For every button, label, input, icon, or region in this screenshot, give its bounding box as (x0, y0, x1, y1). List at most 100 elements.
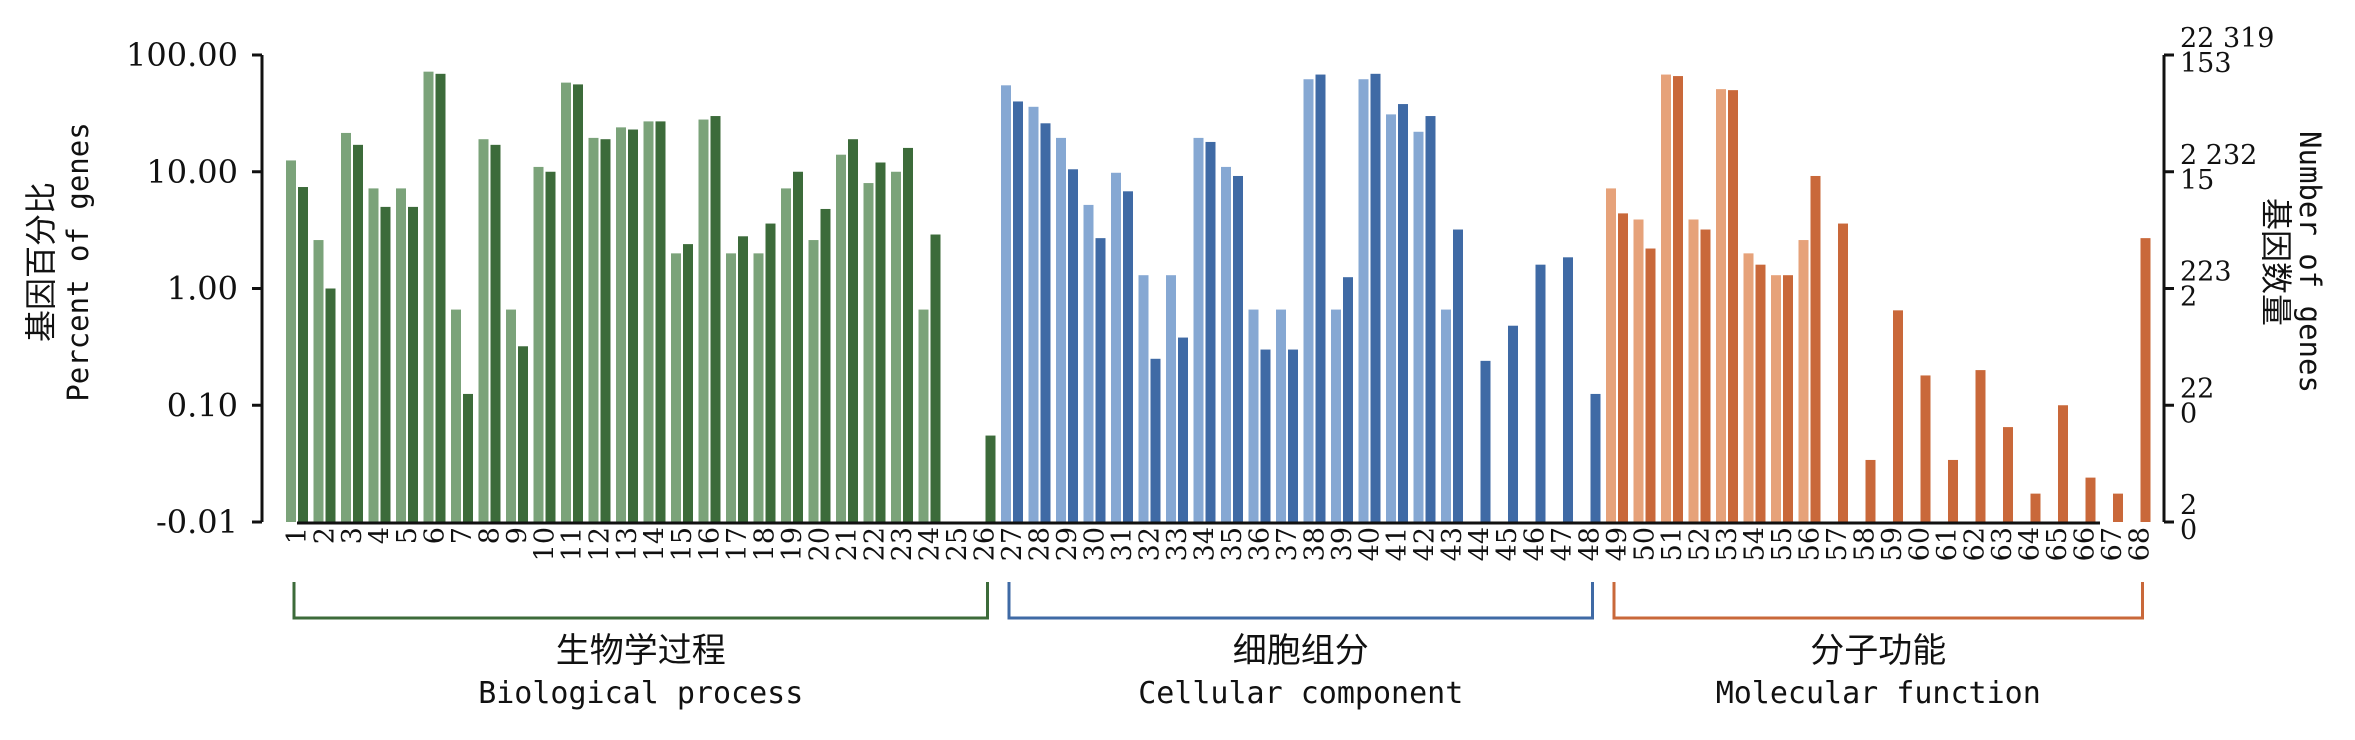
right-tick-label-upper: 2 232 (2180, 140, 2257, 171)
bar-series-1 (533, 166, 544, 522)
bar-series-2 (463, 393, 473, 522)
x-tick-label: 62 (1960, 527, 1991, 561)
bar-series-2 (1893, 310, 1903, 522)
bar-series-1 (918, 309, 929, 522)
left-tick-label: 1.00 (167, 270, 238, 308)
bar-series-2 (490, 144, 501, 522)
x-tick-label: 15 (667, 527, 698, 561)
bar-series-2 (1728, 90, 1738, 522)
bar-series-1 (1083, 204, 1094, 522)
bar-series-2 (1563, 257, 1573, 522)
right-tick-label-upper: 2 (2180, 490, 2197, 521)
bar-series-2 (1618, 213, 1628, 523)
bar-series-1 (808, 240, 819, 522)
right-tick-label-upper: 223 (2180, 257, 2232, 288)
bar-series-1 (1716, 89, 1726, 523)
x-tick-label: 16 (695, 527, 726, 561)
x-tick-label: 36 (1245, 527, 1276, 561)
x-tick-label: 44 (1465, 527, 1496, 561)
x-tick-label: 32 (1135, 527, 1166, 561)
bar-series-2 (1315, 74, 1326, 523)
bar-series-2 (1508, 325, 1518, 522)
x-tick-label: 26 (970, 527, 1001, 561)
x-tick-label: 64 (2015, 527, 2046, 561)
bar-series-1 (1166, 275, 1176, 522)
bar-series-1 (616, 127, 626, 522)
x-tick-label: 2 (310, 527, 341, 544)
bar-series-1 (726, 253, 736, 523)
group-bracket (1612, 582, 2144, 620)
x-tick-label: 63 (1987, 527, 2018, 561)
x-tick-label: 56 (1795, 527, 1826, 561)
bar-series-1 (698, 119, 709, 522)
right-tick-label-lower: 153 (2180, 48, 2232, 79)
bar-series-2 (1123, 191, 1133, 523)
bar-series-2 (1783, 275, 1793, 522)
bar-series-1 (1111, 172, 1121, 522)
x-tick-label: 60 (1905, 527, 1936, 561)
bar-series-1 (753, 253, 764, 523)
bar-series-2 (1013, 101, 1023, 522)
bar-series-1 (1138, 275, 1149, 522)
bar-series-2 (738, 236, 748, 522)
bar-series-2 (793, 171, 803, 522)
bar-series-2 (1040, 123, 1051, 522)
x-tick-label: 22 (860, 527, 891, 561)
x-tick-label: 13 (612, 527, 643, 561)
bar-series-2 (1865, 459, 1876, 522)
bar-series-2 (710, 116, 721, 523)
left-tick-label: 10.00 (146, 153, 238, 191)
x-tick-label: 23 (887, 527, 918, 561)
bar-series-1 (1276, 309, 1286, 522)
bar-series-2 (1920, 375, 1931, 522)
x-tick-label: 53 (1712, 527, 1743, 561)
bar-series-1 (1661, 74, 1671, 523)
bar-series-2 (930, 234, 941, 523)
right-tick-label-lower: 0 (2180, 515, 2197, 546)
x-tick-label: 65 (2042, 527, 2073, 561)
right-tick-label-upper: 22 319 (2180, 23, 2274, 54)
bar-series-1 (1771, 275, 1781, 522)
x-tick-label: 57 (1822, 527, 1853, 561)
x-tick-label: 59 (1877, 527, 1908, 561)
bar-series-2 (298, 187, 308, 522)
x-tick-label: 19 (777, 527, 808, 561)
x-tick-label: 49 (1602, 527, 1633, 561)
x-tick-label: 3 (337, 527, 368, 544)
x-tick-label: 58 (1850, 527, 1881, 561)
bar-series-1 (423, 71, 434, 522)
x-tick-label: 17 (722, 527, 753, 561)
x-tick-label: 66 (2070, 527, 2101, 561)
bar-series-2 (1260, 349, 1271, 522)
bar-series-2 (2003, 427, 2013, 522)
bar-series-2 (903, 147, 913, 522)
bar-series-2 (1398, 104, 1408, 522)
group-label-en: Biological process (478, 676, 803, 711)
x-tick-label: 35 (1217, 527, 1248, 561)
bar-series-2 (1975, 370, 1986, 522)
group-bracket (292, 582, 989, 620)
bar-series-2 (325, 288, 336, 522)
x-tick-label: 1 (282, 527, 313, 544)
bar-series-1 (891, 171, 901, 522)
bar-series-2 (820, 208, 831, 522)
group-label-en: Cellular component (1138, 676, 1463, 711)
bar-series-2 (353, 144, 363, 522)
y-axis-label-en: Percent of genes (61, 122, 95, 401)
bar-series-1 (561, 82, 571, 522)
bar-series-1 (506, 309, 516, 522)
bar-series-2 (1425, 116, 1436, 523)
y2-axis-label-cn: 基因数量 (2257, 198, 2295, 326)
bar-series-1 (1688, 219, 1699, 522)
x-tick-label: 21 (832, 527, 863, 561)
bar-series-2 (1233, 175, 1243, 522)
x-tick-label: 4 (365, 527, 396, 544)
group-bracket (1007, 582, 1594, 620)
x-tick-label: 68 (2125, 527, 2156, 561)
x-tick-label: 52 (1685, 527, 1716, 561)
x-tick-label: 42 (1410, 527, 1441, 561)
bar-series-2 (1700, 229, 1711, 522)
bar-series-2 (1150, 358, 1161, 522)
